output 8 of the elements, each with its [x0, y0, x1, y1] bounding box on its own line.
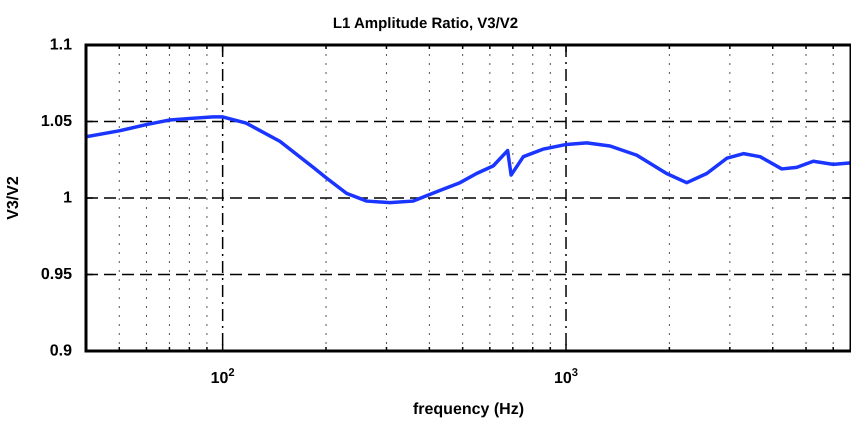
y-tick-label: 0.95 [40, 266, 72, 283]
y-tick-label: 1.1 [50, 36, 72, 54]
y-tick-label: 0.9 [50, 342, 72, 360]
x-axis-title: frequency (Hz) [412, 400, 524, 418]
y-tick-label: 1 [63, 189, 72, 206]
y-tick-label: 1.05 [40, 112, 72, 130]
chart-title: L1 Amplitude Ratio, V3/V2 [332, 15, 518, 32]
y-axis-title: V3/V2 [5, 176, 22, 220]
